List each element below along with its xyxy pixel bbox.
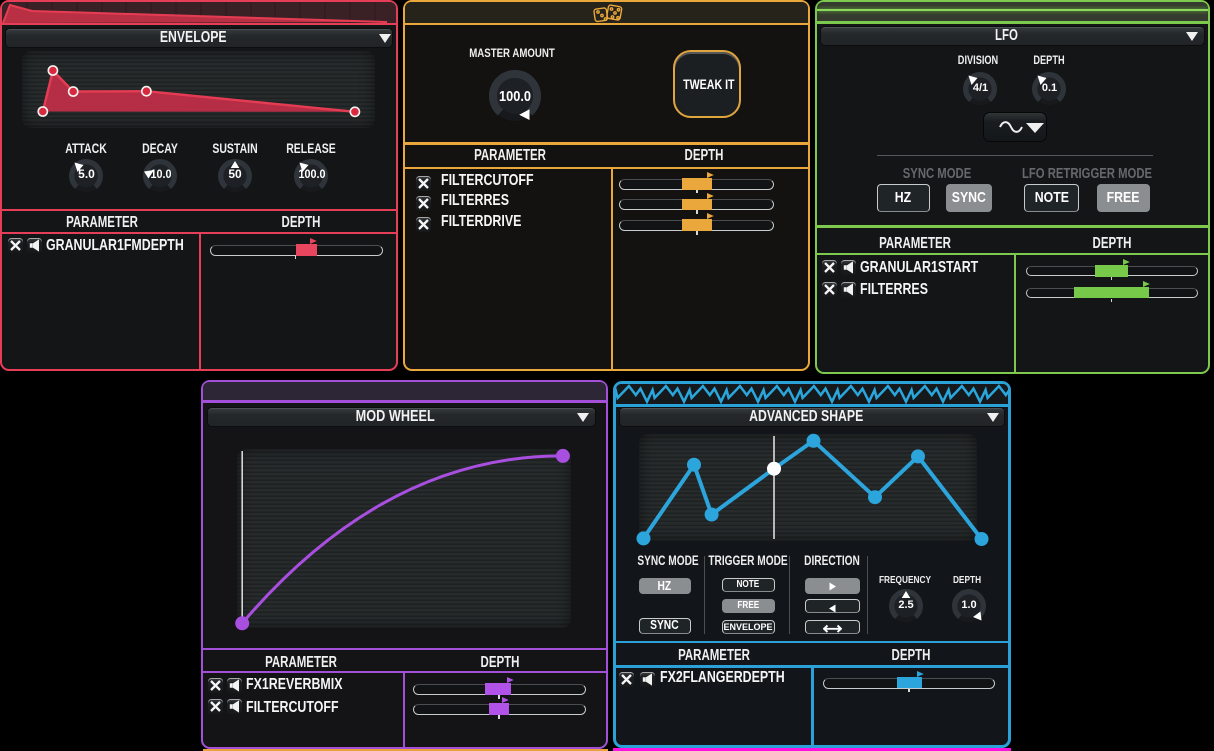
svg-text:2.5: 2.5 bbox=[898, 599, 913, 611]
svg-text:100.0: 100.0 bbox=[299, 167, 326, 181]
svg-text:1.0: 1.0 bbox=[961, 599, 976, 611]
svg-text:0.1: 0.1 bbox=[1042, 82, 1057, 94]
svg-text:50: 50 bbox=[228, 167, 242, 181]
svg-text:100.0: 100.0 bbox=[499, 88, 531, 105]
svg-text:5.0: 5.0 bbox=[78, 167, 95, 181]
svg-text:10.0: 10.0 bbox=[151, 167, 172, 181]
svg-text:4/1: 4/1 bbox=[973, 82, 988, 94]
